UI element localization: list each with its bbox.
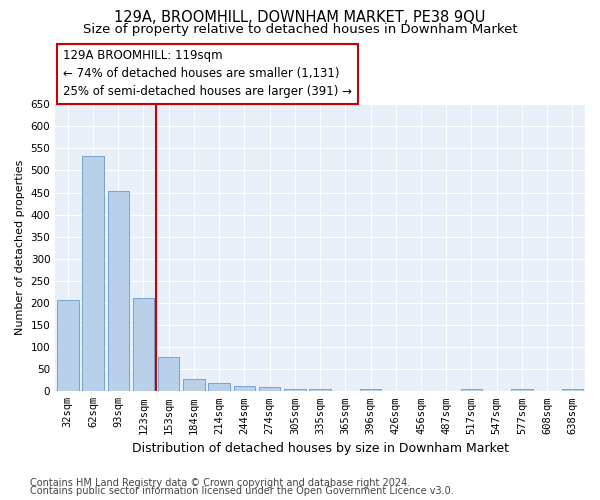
Y-axis label: Number of detached properties: Number of detached properties bbox=[15, 160, 25, 336]
Bar bbox=[82, 156, 104, 392]
X-axis label: Distribution of detached houses by size in Downham Market: Distribution of detached houses by size … bbox=[131, 442, 509, 455]
Text: Size of property relative to detached houses in Downham Market: Size of property relative to detached ho… bbox=[83, 22, 517, 36]
Bar bbox=[259, 387, 280, 392]
Bar bbox=[208, 383, 230, 392]
Bar bbox=[133, 298, 154, 392]
Bar bbox=[360, 389, 381, 392]
Bar bbox=[461, 389, 482, 392]
Bar bbox=[158, 357, 179, 392]
Bar bbox=[57, 300, 79, 392]
Text: Contains public sector information licensed under the Open Government Licence v3: Contains public sector information licen… bbox=[30, 486, 454, 496]
Bar bbox=[233, 386, 255, 392]
Bar bbox=[284, 389, 305, 392]
Text: Contains HM Land Registry data © Crown copyright and database right 2024.: Contains HM Land Registry data © Crown c… bbox=[30, 478, 410, 488]
Text: 129A, BROOMHILL, DOWNHAM MARKET, PE38 9QU: 129A, BROOMHILL, DOWNHAM MARKET, PE38 9Q… bbox=[115, 10, 485, 25]
Bar bbox=[562, 389, 583, 392]
Bar bbox=[107, 191, 129, 392]
Bar bbox=[310, 389, 331, 392]
Bar bbox=[183, 379, 205, 392]
Text: 129A BROOMHILL: 119sqm
← 74% of detached houses are smaller (1,131)
25% of semi-: 129A BROOMHILL: 119sqm ← 74% of detached… bbox=[63, 50, 352, 98]
Bar bbox=[511, 389, 533, 392]
